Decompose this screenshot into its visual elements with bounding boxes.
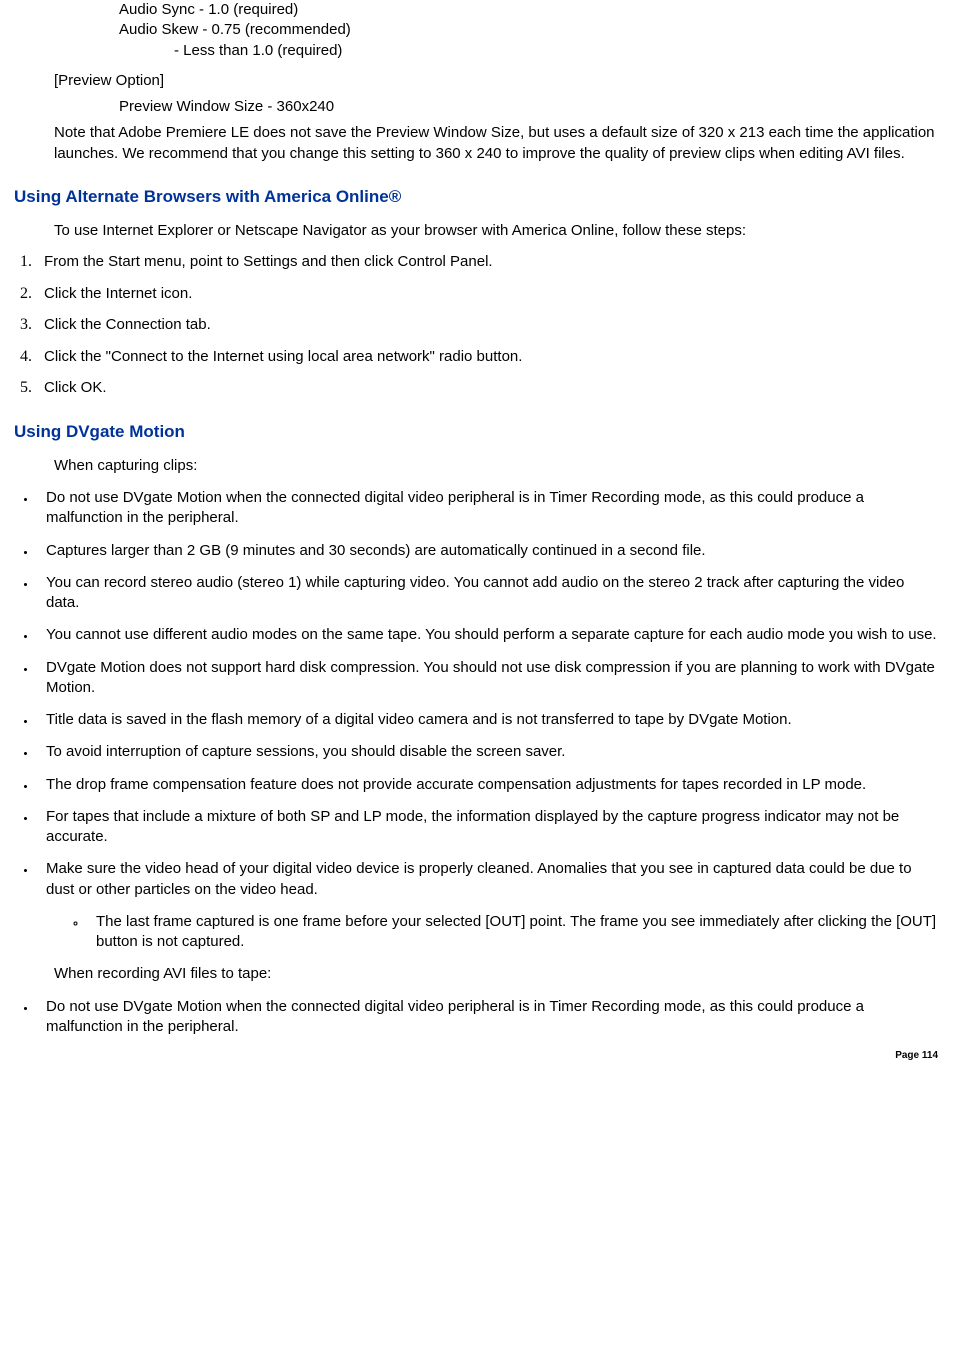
audio-skew-line: Audio Skew - 0.75 (recommended) bbox=[119, 20, 940, 40]
aol-intro: To use Internet Explorer or Netscape Nav… bbox=[54, 221, 940, 241]
step-text: Click OK. bbox=[44, 379, 107, 396]
heading-dvgate-motion: Using DVgate Motion bbox=[14, 421, 940, 444]
audio-skew-req-line: - Less than 1.0 (required) bbox=[174, 41, 940, 61]
list-item: Make sure the video head of your digital… bbox=[36, 859, 940, 952]
list-item: You cannot use different audio modes on … bbox=[36, 625, 940, 645]
list-item: Do not use DVgate Motion when the connec… bbox=[36, 488, 940, 529]
list-text: Do not use DVgate Motion when the connec… bbox=[46, 998, 864, 1035]
list-text: You cannot use different audio modes on … bbox=[46, 626, 937, 643]
sub-list-text: The last frame captured is one frame bef… bbox=[96, 913, 936, 950]
recording-intro: When recording AVI files to tape: bbox=[54, 964, 940, 984]
aol-steps-list: From the Start menu, point to Settings a… bbox=[36, 251, 940, 399]
preview-option-header: [Preview Option] bbox=[54, 71, 940, 91]
preview-note: Note that Adobe Premiere LE does not sav… bbox=[54, 123, 940, 164]
step-item: From the Start menu, point to Settings a… bbox=[36, 251, 940, 273]
page-number: Page 114 bbox=[14, 1049, 938, 1063]
list-text: For tapes that include a mixture of both… bbox=[46, 808, 899, 845]
heading-alternate-browsers: Using Alternate Browsers with America On… bbox=[14, 186, 940, 209]
list-text: Captures larger than 2 GB (9 minutes and… bbox=[46, 542, 706, 559]
step-item: Click the Internet icon. bbox=[36, 283, 940, 305]
list-item: Title data is saved in the flash memory … bbox=[36, 710, 940, 730]
list-text: DVgate Motion does not support hard disk… bbox=[46, 659, 935, 696]
step-text: Click the Connection tab. bbox=[44, 316, 211, 333]
step-text: From the Start menu, point to Settings a… bbox=[44, 253, 493, 270]
list-text: To avoid interruption of capture session… bbox=[46, 743, 565, 760]
preview-window-size: Preview Window Size - 360x240 bbox=[119, 97, 940, 117]
list-item: DVgate Motion does not support hard disk… bbox=[36, 658, 940, 699]
list-text: Do not use DVgate Motion when the connec… bbox=[46, 489, 864, 526]
step-item: Click OK. bbox=[36, 377, 940, 399]
capturing-intro: When capturing clips: bbox=[54, 456, 940, 476]
capturing-list: Do not use DVgate Motion when the connec… bbox=[36, 488, 940, 952]
list-item: To avoid interruption of capture session… bbox=[36, 742, 940, 762]
sub-list-item: The last frame captured is one frame bef… bbox=[86, 912, 940, 953]
list-text: Title data is saved in the flash memory … bbox=[46, 711, 792, 728]
recording-list: Do not use DVgate Motion when the connec… bbox=[36, 997, 940, 1038]
list-item: Do not use DVgate Motion when the connec… bbox=[36, 997, 940, 1038]
list-text: You can record stereo audio (stereo 1) w… bbox=[46, 574, 904, 611]
list-item: Captures larger than 2 GB (9 minutes and… bbox=[36, 541, 940, 561]
list-item: You can record stereo audio (stereo 1) w… bbox=[36, 573, 940, 614]
audio-sync-line: Audio Sync - 1.0 (required) bbox=[119, 0, 940, 20]
list-text: The drop frame compensation feature does… bbox=[46, 776, 866, 793]
step-text: Click the "Connect to the Internet using… bbox=[44, 348, 522, 365]
sub-list: The last frame captured is one frame bef… bbox=[86, 912, 940, 953]
list-item: The drop frame compensation feature does… bbox=[36, 775, 940, 795]
step-item: Click the "Connect to the Internet using… bbox=[36, 346, 940, 368]
list-text: Make sure the video head of your digital… bbox=[46, 860, 912, 897]
list-item: For tapes that include a mixture of both… bbox=[36, 807, 940, 848]
step-text: Click the Internet icon. bbox=[44, 285, 192, 302]
step-item: Click the Connection tab. bbox=[36, 314, 940, 336]
